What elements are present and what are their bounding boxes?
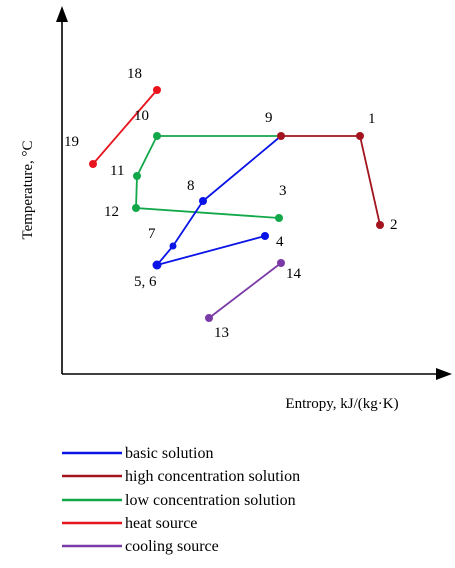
heat-source-line xyxy=(92,89,158,165)
point-4-label: 4 xyxy=(276,234,284,250)
legend-label-high: high concentration solution xyxy=(125,468,300,485)
legend-label-basic: basic solution xyxy=(125,445,213,462)
point-18-label: 18 xyxy=(127,66,142,82)
point-7-marker xyxy=(169,242,177,250)
low-line-3-12-11-10-9 xyxy=(135,135,281,219)
cooling-source-line xyxy=(208,262,282,319)
point-13-label: 13 xyxy=(214,325,229,341)
point-11-marker xyxy=(133,172,141,180)
x-axis-label: Entropy, kJ/(kg·K) xyxy=(285,396,398,412)
point-2-label: 2 xyxy=(390,217,398,233)
point-19-marker xyxy=(89,160,97,168)
point-14-label: 14 xyxy=(286,266,302,282)
point-10-marker xyxy=(153,132,161,140)
point-9-marker xyxy=(277,132,285,140)
point-14-marker xyxy=(277,259,285,267)
point-9-label: 9 xyxy=(265,110,273,126)
point-1-label: 1 xyxy=(368,111,376,127)
point-3-label: 3 xyxy=(279,183,287,199)
point-56-marker xyxy=(152,260,162,270)
point-11-label: 11 xyxy=(110,163,124,179)
y-axis-arrow xyxy=(56,6,68,22)
point-12-marker xyxy=(132,204,140,212)
point-3-marker xyxy=(275,214,283,222)
low-concentration-lines xyxy=(135,135,281,219)
point-13-marker xyxy=(205,314,213,322)
point-8-label: 8 xyxy=(187,178,195,194)
point-56-label: 5, 6 xyxy=(134,274,157,290)
legend-label-heat: heat source xyxy=(125,515,197,532)
high-line-9-1-2 xyxy=(281,135,381,226)
point-19-label: 19 xyxy=(64,134,79,150)
point-2-marker xyxy=(376,221,384,229)
point-18-marker xyxy=(153,86,161,94)
high-concentration-lines xyxy=(281,135,381,226)
x-axis-arrow xyxy=(436,368,452,380)
point-4-marker xyxy=(261,232,269,240)
heat-line-19-18 xyxy=(92,89,158,165)
point-10-label: 10 xyxy=(134,108,149,124)
legend-label-low: low concentration solution xyxy=(125,492,296,509)
point-8-marker xyxy=(199,197,207,205)
cooling-line-13-14 xyxy=(208,262,282,319)
point-1-marker xyxy=(356,132,364,140)
legend-label-cooling: cooling source xyxy=(125,538,219,555)
point-7-label: 7 xyxy=(148,226,156,242)
point-12-label: 12 xyxy=(104,204,119,220)
y-axis-label: Temperature, °C xyxy=(20,140,36,239)
legend: basic solution high concentration soluti… xyxy=(62,445,300,555)
